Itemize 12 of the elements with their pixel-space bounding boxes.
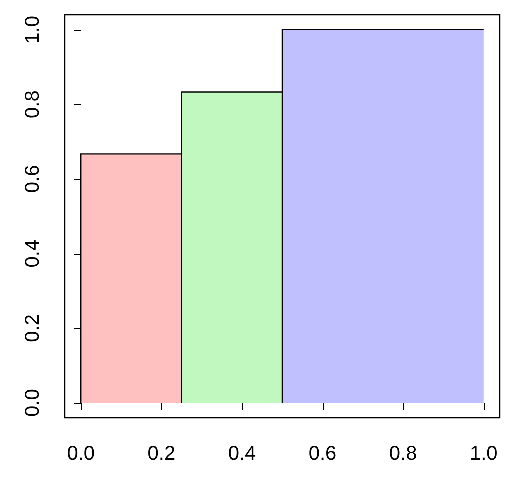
x-tick-label: 1.0	[470, 443, 498, 465]
x-tick-label: 0.0	[67, 443, 96, 465]
y-tick-label: 0.6	[22, 165, 44, 194]
y-tick-label: 1.0	[22, 16, 44, 44]
y-tick-label: 0.0	[22, 389, 44, 417]
y-tick-label: 0.4	[22, 240, 44, 268]
x-tick-label: 0.8	[389, 443, 418, 465]
x-tick-label: 0.4	[228, 443, 256, 465]
y-tick-label: 0.2	[22, 314, 44, 342]
x-tick-label: 0.6	[308, 443, 337, 465]
x-tick-label: 0.2	[148, 443, 176, 465]
y-tick-label: 0.8	[22, 90, 44, 118]
